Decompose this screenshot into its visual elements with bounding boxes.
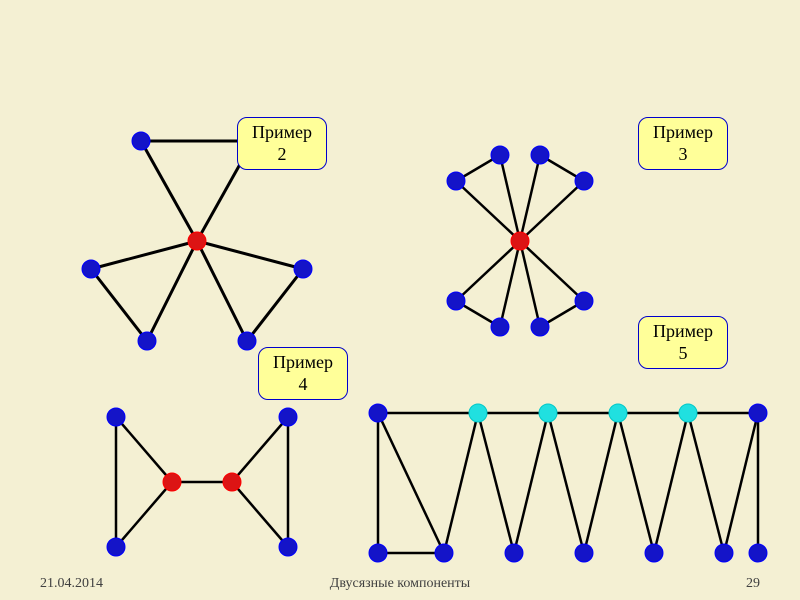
graph-node-blue — [491, 318, 509, 336]
graph-node-blue — [575, 292, 593, 310]
graph-edge — [116, 482, 172, 547]
graph-edge — [654, 413, 688, 553]
graph-edge — [618, 413, 654, 553]
graph-edge — [548, 413, 584, 553]
graph-node-cyan — [609, 404, 627, 422]
footer-page: 29 — [746, 576, 760, 592]
graph-node-red — [188, 232, 206, 250]
graph-node-blue — [132, 132, 150, 150]
graph-node-blue — [645, 544, 663, 562]
graph-node-cyan — [539, 404, 557, 422]
graph-edge — [456, 241, 520, 301]
graph-node-red — [163, 473, 181, 491]
graph-node-blue — [491, 146, 509, 164]
graph-node-blue — [238, 332, 256, 350]
graph-edge — [91, 269, 147, 341]
graph-edge — [247, 269, 303, 341]
graph-node-blue — [447, 292, 465, 310]
graph-edge — [444, 413, 478, 553]
graph-edge — [478, 413, 514, 553]
graph-edge — [724, 413, 758, 553]
footer-title: Двусязные компоненты — [330, 576, 470, 592]
graph-node-blue — [107, 538, 125, 556]
graph-edge — [197, 241, 303, 269]
callout-example-3: Пример3 — [638, 117, 728, 170]
graph-canvas — [0, 0, 800, 600]
graph-node-blue — [279, 538, 297, 556]
graph-edge — [197, 241, 247, 341]
graph-edge — [232, 482, 288, 547]
graph-node-blue — [279, 408, 297, 426]
graph-edge — [500, 241, 520, 327]
graph-node-blue — [138, 332, 156, 350]
footer-date: 21.04.2014 — [40, 576, 103, 592]
graph-node-blue — [294, 260, 312, 278]
graph-node-blue — [575, 172, 593, 190]
callout-example-5: Пример5 — [638, 316, 728, 369]
callout-example-4: Пример4 — [258, 347, 348, 400]
graph-node-blue — [107, 408, 125, 426]
graph-node-blue — [435, 544, 453, 562]
graph-node-blue — [369, 544, 387, 562]
graph-node-blue — [505, 544, 523, 562]
graph-edge — [116, 417, 172, 482]
graph-node-blue — [749, 404, 767, 422]
graph-node-blue — [531, 318, 549, 336]
graph-edge — [584, 413, 618, 553]
graph-edge — [91, 241, 197, 269]
graph-edge — [520, 155, 540, 241]
graph-node-red — [223, 473, 241, 491]
graph-edge — [520, 181, 584, 241]
graph-edge — [514, 413, 548, 553]
graph-node-blue — [749, 544, 767, 562]
graph-node-blue — [575, 544, 593, 562]
callout-example-2: Пример2 — [237, 117, 327, 170]
graph-edge — [500, 155, 520, 241]
graph-edge — [141, 141, 197, 241]
graph-node-blue — [447, 172, 465, 190]
graph-node-cyan — [469, 404, 487, 422]
graph-node-blue — [531, 146, 549, 164]
graph-node-blue — [369, 404, 387, 422]
graph-edge — [378, 413, 444, 553]
graph-edge — [520, 241, 584, 301]
graph-edge — [232, 417, 288, 482]
graph-node-blue — [82, 260, 100, 278]
graph-edge — [456, 181, 520, 241]
graph-edge — [688, 413, 724, 553]
graph-edge — [520, 241, 540, 327]
graph-node-cyan — [679, 404, 697, 422]
graph-edge — [147, 241, 197, 341]
graph-node-red — [511, 232, 529, 250]
graph-node-blue — [715, 544, 733, 562]
